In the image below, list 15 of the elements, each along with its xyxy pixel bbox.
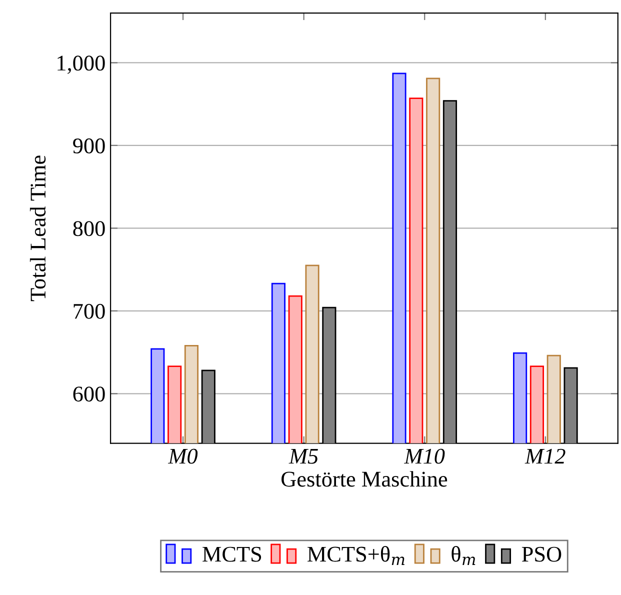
y-tick-label: 1,000 — [58, 56, 105, 74]
x-tick-label: M5 — [288, 449, 318, 464]
y-tick-label: 600 — [73, 386, 105, 402]
x-tick-label: M12 — [524, 448, 566, 464]
legend-label: θ$_{m}$ — [452, 546, 476, 565]
y-tick-label: 700 — [74, 304, 105, 319]
legend-label: PSO — [522, 546, 562, 562]
y-tick-label: 800 — [73, 221, 105, 236]
legend-label: MCTS+θ$_{m}$ — [308, 546, 404, 565]
x-tick-label: M10 — [404, 448, 445, 464]
y-tick-label: 900 — [73, 138, 105, 154]
x-tick-label: M0 — [168, 448, 198, 464]
legend-label: MCTS — [202, 546, 262, 562]
x-axis-title: Gestörte Maschine — [282, 471, 448, 487]
y-axis-title: Total Lead Time — [30, 156, 46, 302]
